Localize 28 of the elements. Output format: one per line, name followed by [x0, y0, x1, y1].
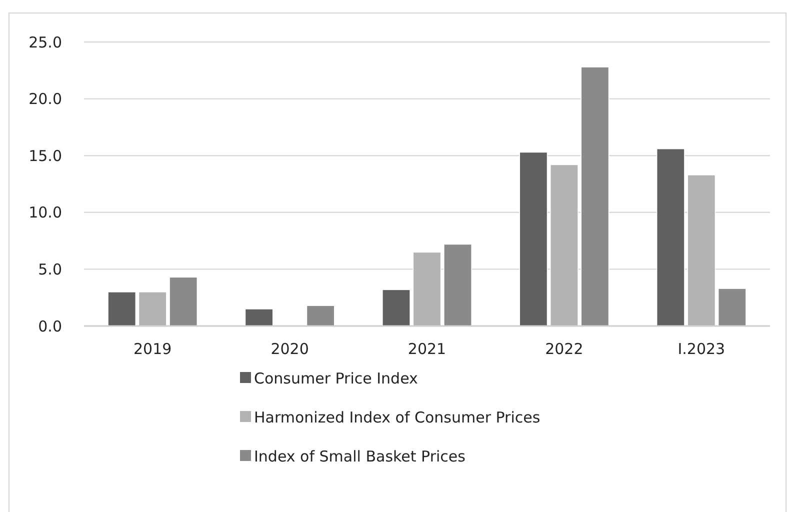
- y-tick-label: 0.0: [38, 317, 62, 336]
- bar: [412, 252, 442, 326]
- bar: [656, 148, 685, 326]
- legend-label: Harmonized Index of Consumer Prices: [254, 408, 540, 426]
- bar: [138, 292, 167, 326]
- bar: [244, 308, 274, 326]
- bar: [169, 276, 198, 326]
- y-tick-label: 20.0: [28, 90, 62, 108]
- x-tick-label: 2022: [545, 340, 584, 358]
- bar: [382, 289, 410, 326]
- bar: [580, 66, 610, 326]
- y-tick-label: 15.0: [28, 146, 62, 165]
- x-tick-label: 2019: [134, 340, 172, 358]
- y-tick-label: 25.0: [28, 33, 62, 52]
- legend-label: Index of Small Basket Prices: [254, 447, 466, 466]
- legend-label: Consumer Price Index: [254, 369, 418, 388]
- bar: [718, 288, 746, 326]
- y-tick-label: 10.0: [28, 204, 62, 222]
- bar: [550, 164, 578, 326]
- x-tick-label: I.2023: [678, 340, 726, 358]
- bar: [108, 292, 136, 326]
- x-tick-label: 2020: [270, 340, 309, 358]
- x-tick-label: 2021: [408, 340, 446, 358]
- y-tick-label: 5.0: [38, 260, 62, 278]
- bar: [687, 174, 716, 326]
- bar: [306, 305, 335, 326]
- bar: [444, 244, 472, 326]
- bar: [519, 152, 548, 326]
